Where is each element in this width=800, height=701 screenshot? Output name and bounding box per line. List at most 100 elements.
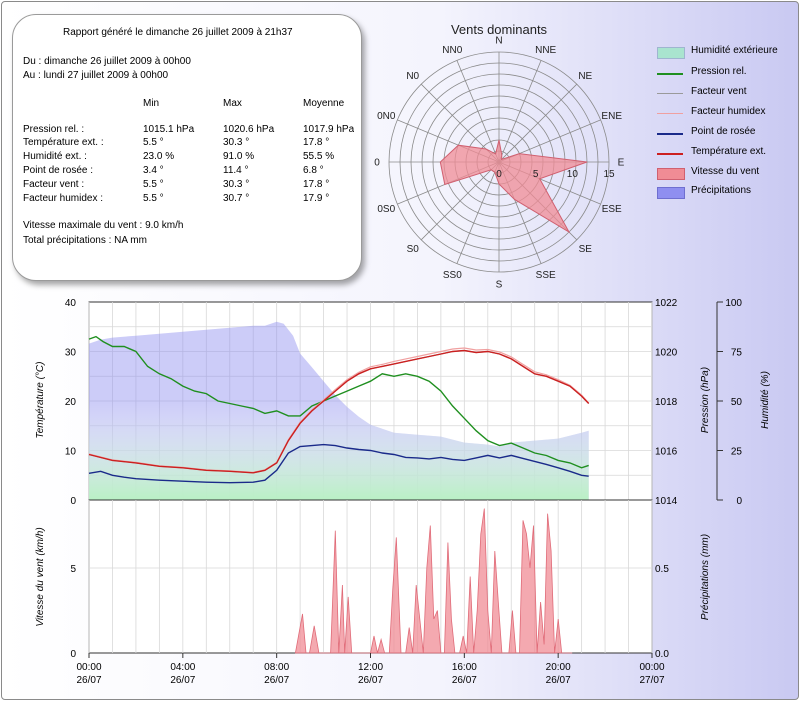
- pressure-tick-label: 1022: [655, 298, 678, 309]
- temperature-axis-label: Température (°C): [35, 362, 46, 439]
- radar-direction-label: E: [618, 158, 625, 169]
- row-pressure-label: Pression rel. :: [23, 124, 85, 135]
- row-humidity-min: 23.0 %: [143, 151, 175, 162]
- x-tick-date-label: 26/07: [546, 675, 571, 686]
- x-tick-date-label: 26/07: [264, 675, 289, 686]
- humidity-tick-label: 100: [725, 298, 742, 309]
- legend-label: Précipitations: [691, 185, 752, 196]
- legend-swatch: [657, 113, 683, 114]
- legend-swatch: [657, 133, 683, 135]
- x-tick-time-label: 20:00: [546, 662, 571, 673]
- legend-swatch: [657, 73, 683, 75]
- row-humidex-label: Facteur humidex :: [23, 193, 104, 204]
- pressure-tick-label: 1016: [655, 447, 678, 458]
- row-humidex-max: 30.7 °: [223, 193, 250, 204]
- legend-swatch: [657, 153, 683, 155]
- temperature-tick-label: 40: [65, 298, 77, 309]
- rain-tick-label: 0.0: [655, 649, 669, 660]
- row-windchill-avg: 17.8 °: [303, 179, 330, 190]
- humidity-green-band: [89, 401, 589, 500]
- wind-rose-chart: Vents dominants N NNE NE ENE E ESE SE SSE S SS0 S0…: [374, 22, 624, 291]
- radar-direction-label: SE: [579, 244, 593, 255]
- x-tick-date-label: 26/07: [358, 675, 383, 686]
- row-temperature-min: 5.5 °: [143, 137, 164, 148]
- x-tick-time-label: 12:00: [358, 662, 383, 673]
- legend-label: Vitesse du vent: [691, 166, 760, 177]
- radar-direction-label: N: [495, 36, 502, 47]
- humidity-tick-label: 25: [731, 447, 743, 458]
- row-humidex-avg: 17.9 °: [303, 193, 330, 204]
- max-wind-text: Vitesse maximale du vent : 9.0 km/h: [23, 220, 184, 231]
- temperature-tick-label: 10: [65, 447, 77, 458]
- pressure-axis-label: Pression (hPa): [700, 367, 711, 433]
- row-humidity-label: Humidité ext. :: [23, 151, 87, 162]
- x-tick-time-label: 16:00: [452, 662, 477, 673]
- radar-tick-label: 5: [533, 169, 539, 180]
- weather-line-chart: Température (°C) Pression (hPa) Humidité…: [35, 298, 771, 507]
- report-summary-box: Rapport généré le dimanche 26 juillet 20…: [12, 14, 362, 281]
- radar-direction-label: S: [496, 280, 503, 291]
- radar-direction-label: ENE: [601, 111, 622, 122]
- total-rain-text: Total précipitations : NA mm: [23, 235, 147, 246]
- report-from: Du : dimanche 26 juillet 2009 à 00h00: [23, 56, 191, 67]
- row-humidex-min: 5.5 °: [143, 193, 164, 204]
- radar-spoke: [456, 60, 500, 163]
- row-dewpoint-max: 11.4 °: [223, 165, 249, 176]
- radar-direction-label: NNE: [535, 45, 556, 56]
- radar-direction-label: SS0: [443, 270, 462, 281]
- wind-rose-title: Vents dominants: [451, 22, 548, 37]
- pressure-line: [88, 335, 589, 469]
- legend-label: Humidité extérieure: [691, 45, 778, 56]
- header-min: Min: [143, 98, 160, 109]
- legend-label: Pression rel.: [691, 66, 747, 77]
- row-pressure-avg: 1017.9 hPa: [303, 124, 354, 135]
- wind-tick-label: 5: [70, 564, 76, 575]
- x-tick-time-label: 00:00: [639, 662, 664, 673]
- legend-label: Température ext.: [691, 146, 767, 157]
- row-dewpoint-label: Point de rosée :: [23, 165, 94, 176]
- legend-label: Point de rosée: [691, 126, 756, 137]
- header-max: Max: [223, 98, 242, 109]
- radar-direction-label: SSE: [536, 270, 556, 281]
- row-windchill-min: 5.5 °: [143, 179, 164, 190]
- temperature-tick-label: 0: [70, 496, 76, 507]
- legend-swatch: [657, 93, 683, 94]
- x-tick-date-label: 27/07: [639, 675, 664, 686]
- radar-direction-label: NE: [578, 71, 592, 82]
- row-humidity-avg: 55.5 %: [303, 151, 335, 162]
- legend-label: Facteur humidex: [691, 106, 766, 117]
- x-tick-date-label: 26/07: [170, 675, 195, 686]
- row-dewpoint-avg: 6.8 °: [303, 165, 324, 176]
- wind-rain-chart: Vitesse du vent (km/h) Précipitations (m…: [35, 499, 711, 686]
- row-temperature-max: 30.3 °: [223, 137, 250, 148]
- dewpoint-line: [88, 443, 589, 484]
- radar-tick-label: 15: [603, 169, 615, 180]
- temperature-tick-label: 30: [65, 348, 77, 359]
- radar-spoke: [456, 161, 500, 264]
- radar-direction-label: 0S0: [377, 204, 395, 215]
- x-tick-time-label: 04:00: [170, 662, 195, 673]
- radar-wind-area: [439, 139, 588, 234]
- humidity-tick-label: 75: [731, 348, 743, 359]
- legend-swatch: [657, 47, 685, 59]
- row-dewpoint-min: 3.4 °: [143, 165, 164, 176]
- precipitation-axis-label: Précipitations (mm): [700, 534, 711, 620]
- humidity-axis-label: Humidité (%): [760, 371, 771, 429]
- radar-spoke: [498, 60, 542, 163]
- row-windchill-label: Facteur vent :: [23, 179, 85, 190]
- radar-direction-label: N0: [406, 71, 419, 82]
- radar-direction-label: ESE: [602, 204, 622, 215]
- report-title: Rapport généré le dimanche 26 juillet 20…: [63, 27, 293, 38]
- radar-spoke: [498, 83, 578, 163]
- row-temperature-label: Température ext. :: [23, 137, 104, 148]
- temperature-line: [88, 349, 590, 474]
- radar-direction-label: S0: [407, 244, 420, 255]
- report-to: Au : lundi 27 juillet 2009 à 00h00: [23, 70, 169, 81]
- humidity-tick-label: 0: [736, 496, 742, 507]
- x-tick-date-label: 26/07: [76, 675, 101, 686]
- header-avg: Moyenne: [303, 98, 345, 109]
- wind-tick-label: 0: [70, 649, 76, 660]
- legend-swatch: [657, 168, 685, 180]
- wind-speed-axis-label: Vitesse du vent (km/h): [35, 527, 46, 626]
- x-tick-time-label: 00:00: [76, 662, 101, 673]
